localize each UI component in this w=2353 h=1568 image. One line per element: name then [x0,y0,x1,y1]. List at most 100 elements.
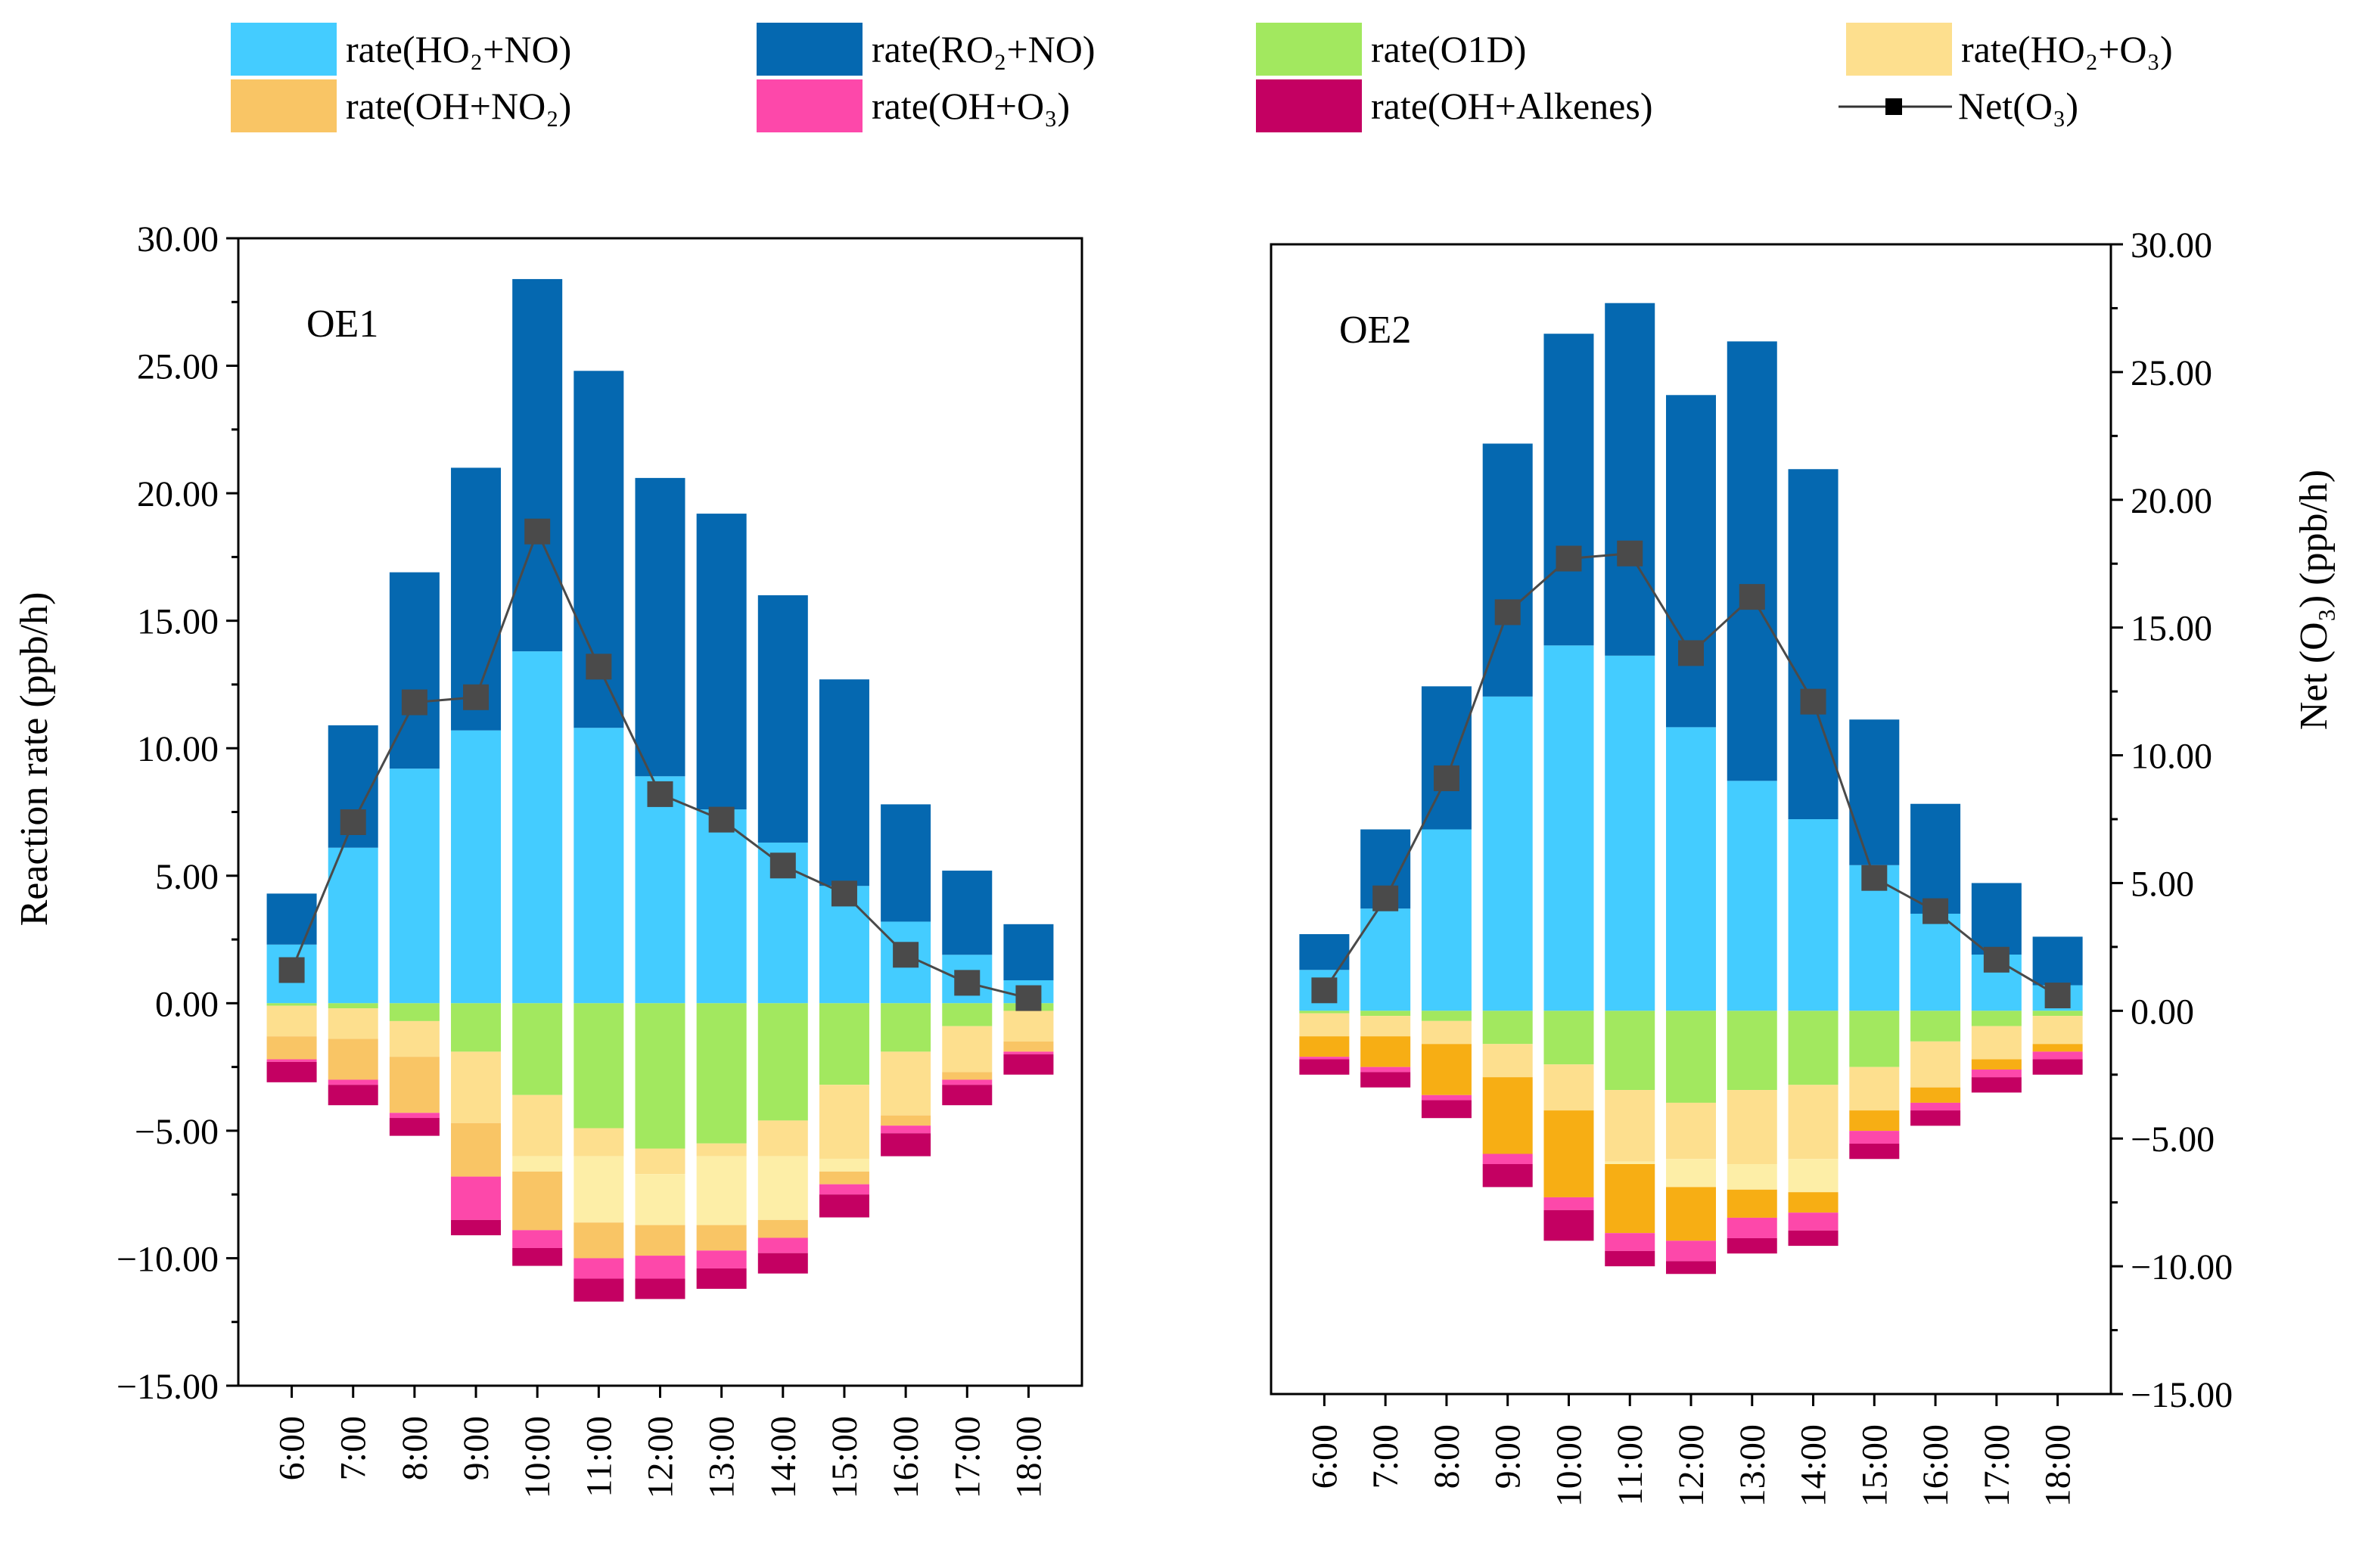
net-o3-marker-800 [1433,765,1459,791]
net-o3-marker-700 [340,809,366,835]
bar-oh_no2-1600 [881,1115,931,1126]
bar-oh_o3-800 [389,1113,440,1119]
x-tick-label: 6:00 [272,1416,312,1480]
bar-oh_alk-1300 [1727,1237,1777,1254]
bar-ho2_o3-600 [266,1005,317,1037]
bar-o1d-1100 [573,1003,624,1129]
y-tick-label: 5.00 [2131,864,2194,904]
y-tick-label: 0.00 [2131,992,2194,1032]
net-o3-marker-1000 [524,518,551,545]
legend-label-ho2_o3: rate(HO₂+O₃) [1961,28,2173,70]
bar-oh_alk-700 [328,1085,378,1106]
bar-ho2_o3-1800 [1003,1011,1054,1042]
bar-ro2_no-1300 [696,514,747,810]
x-tick-label: 17:00 [1977,1424,2017,1507]
bar-o1d-1600 [881,1003,931,1052]
bar-ho2_o3-800 [1421,1020,1472,1045]
bar-ho2_no-1300 [696,809,747,1004]
bar-oh_o3-1700 [1971,1070,2022,1078]
bar-ho2_o3-1200 [635,1148,685,1175]
bar-o1d-1300 [696,1003,747,1144]
bar-ro2_no-1200 [1666,395,1716,728]
bar-oh_alk-1100 [1605,1250,1655,1267]
bar-ho2_o3-1500 [1849,1067,1900,1111]
bar-oh_alk-800 [1421,1100,1472,1119]
bar-oh_o3-1100 [1605,1233,1655,1251]
bar-ho2_no-700 [1360,908,1411,1011]
net-o3-marker-1700 [954,970,981,996]
legend-label-oh_o3: rate(OH+O₃) [872,85,1070,127]
y-tick-label: 30.00 [2131,225,2212,265]
bar-ro2_no-1700 [942,871,993,955]
bar-ho2_o3_b-1200 [1666,1159,1716,1188]
bar-ho2_o3-900 [451,1051,502,1123]
x-tick-label: 11:00 [1610,1424,1650,1506]
bar-ro2_no-1600 [1910,803,1961,914]
bar-ho2_no-1400 [1788,819,1839,1011]
bar-oh_no2-700 [328,1039,378,1080]
y-tick-label: 25.00 [2131,353,2212,393]
x-tick-label: 9:00 [1488,1424,1528,1489]
bar-ho2_no-1100 [1605,655,1655,1011]
bar-oh_o3-600 [1299,1057,1350,1060]
bar-oh_alk-1200 [635,1278,685,1299]
net-o3-marker-1300 [1739,584,1765,610]
bar-ro2_no-800 [389,572,440,769]
x-tick-label: 7:00 [334,1416,374,1480]
bar-ho2_o3-1600 [1910,1041,1961,1088]
bar-oh_o3-900 [1482,1153,1533,1164]
bar-oh_alk-1500 [819,1194,869,1218]
bar-ho2_no-1600 [1910,913,1961,1011]
bar-ro2_no-1500 [819,679,869,886]
bar-ho2_no-800 [389,768,440,1004]
bar-oh_o3-1300 [696,1250,747,1268]
bar-o1d-1500 [1849,1011,1900,1067]
bar-ho2_o3-900 [1482,1044,1533,1078]
bar-ho2_no-700 [328,847,378,1004]
legend-swatch-ro2_no [757,23,863,76]
y-tick-label: 10.00 [2131,737,2212,777]
panel-oe2: 30.00 25.00 20.00 15.00 10.00 5.00 0.00 −5.00 −1… [1270,225,2336,1507]
bar-o1d-1200 [1666,1011,1716,1103]
legend-marker-net_o3 [1885,98,1902,115]
net-o3-marker-1200 [1678,640,1704,666]
bar-oh_o3-1000 [512,1230,563,1248]
bar-ho2_o3-1300 [1727,1090,1777,1164]
bar-ho2_o3_b-1400 [757,1156,808,1220]
bar-ho2_o3-1400 [1788,1085,1839,1160]
bar-ho2_no-1000 [1543,645,1594,1011]
legend-label-oh_no2: rate(OH+NO₂) [346,85,571,127]
y-tick-label: −10.00 [2131,1247,2233,1287]
y-tick-label: 20.00 [2131,481,2212,521]
bar-o1d-1400 [1788,1011,1839,1085]
x-tick-label: 6:00 [1304,1424,1344,1489]
net-o3-marker-1100 [1617,540,1643,567]
bar-ho2_no-1100 [573,728,624,1004]
net-o3-marker-1600 [893,942,919,968]
bar-ho2_no-900 [1482,696,1533,1011]
bar-oh_alk-1300 [696,1268,747,1289]
legend-label-ro2_no: rate(RO₂+NO) [872,28,1096,70]
y-tick-label: −15.00 [2131,1375,2233,1415]
bar-oh_alk-1500 [1849,1143,1900,1160]
bar-o1d-800 [1421,1011,1472,1021]
bar-ho2_o3-700 [328,1008,378,1039]
x-tick-label: 16:00 [1916,1424,1956,1507]
net-o3-marker-1800 [2044,983,2071,1009]
bar-oh_no2-1400 [757,1219,808,1238]
x-tick-label: 15:00 [1854,1424,1895,1507]
legend-label-o1d: rate(O1D) [1371,28,1526,70]
net-o3-marker-800 [401,689,427,716]
y-tick-label: 5.00 [155,857,219,897]
bar-oh_alk-700 [1360,1072,1411,1088]
y-tick-label: 20.00 [137,474,219,514]
bar-ro2_no-1100 [1605,303,1655,656]
bar-ho2_o3-1200 [1666,1102,1716,1160]
bar-oh_no2-1800 [2032,1044,2083,1052]
bar-oh_alk-1800 [2032,1059,2083,1075]
bar-ho2_o3-1100 [573,1128,624,1157]
bar-oh_no2-1200 [1666,1187,1716,1241]
bar-ho2_o3_b-1300 [696,1156,747,1225]
x-tick-label: 10:00 [518,1416,558,1498]
legend-swatch-ho2_no [231,23,337,76]
